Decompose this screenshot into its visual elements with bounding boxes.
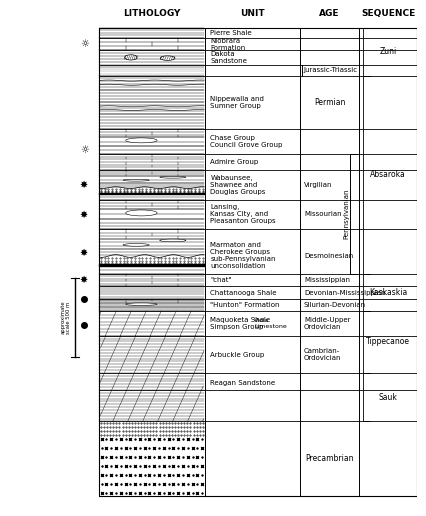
Text: Silurian-Devonian: Silurian-Devonian xyxy=(304,302,366,308)
Text: Admire Group: Admire Group xyxy=(210,159,259,165)
Text: ✸: ✸ xyxy=(80,180,88,190)
Bar xyxy=(100,50,204,65)
Text: ✸: ✸ xyxy=(80,248,88,258)
Bar xyxy=(100,102,204,115)
Bar xyxy=(100,286,204,299)
Ellipse shape xyxy=(160,176,186,178)
Text: Reagan Sandstone: Reagan Sandstone xyxy=(210,380,276,386)
Bar xyxy=(99,28,417,496)
Ellipse shape xyxy=(126,210,157,216)
Text: Devonian-Mississippian: Devonian-Mississippian xyxy=(304,289,386,296)
Bar xyxy=(100,274,204,286)
Text: Viola
Limestone: Viola Limestone xyxy=(254,318,287,329)
Ellipse shape xyxy=(125,55,137,60)
Text: ✸: ✸ xyxy=(80,209,88,219)
Bar xyxy=(100,28,204,38)
Text: AGE: AGE xyxy=(320,9,340,18)
Text: Missourian: Missourian xyxy=(304,212,342,217)
Bar xyxy=(100,154,204,170)
Text: Marmaton and
Cherokee Groups
sub-Pennsylvanian
unconsolidation: Marmaton and Cherokee Groups sub-Pennsyl… xyxy=(210,242,276,269)
Ellipse shape xyxy=(160,56,175,60)
Bar xyxy=(100,129,204,154)
Text: ☼: ☼ xyxy=(80,144,89,154)
Text: Wabaunsee,
Shawnee and
Douglas Groups: Wabaunsee, Shawnee and Douglas Groups xyxy=(210,175,266,195)
Bar xyxy=(100,90,204,102)
Text: ✸: ✸ xyxy=(80,276,88,285)
Bar xyxy=(100,115,204,129)
Text: Desmoinesian: Desmoinesian xyxy=(304,252,353,259)
Text: "Hunton" Formation: "Hunton" Formation xyxy=(210,302,280,308)
Text: UNIT: UNIT xyxy=(240,9,265,18)
Text: Cambrian-
Ordovician: Cambrian- Ordovician xyxy=(304,348,341,361)
Bar xyxy=(100,299,204,311)
Text: Pierre Shale: Pierre Shale xyxy=(210,29,252,36)
Text: Arbuckle Group: Arbuckle Group xyxy=(210,351,265,358)
Ellipse shape xyxy=(126,303,157,305)
Bar xyxy=(100,65,204,76)
Text: Tippecanoe: Tippecanoe xyxy=(366,337,410,346)
Text: Sauk: Sauk xyxy=(379,393,397,401)
Text: Chase Group
Council Grove Group: Chase Group Council Grove Group xyxy=(210,135,283,148)
Text: Precambrian: Precambrian xyxy=(305,454,354,463)
Text: Dakota
Sandstone: Dakota Sandstone xyxy=(210,52,248,64)
Text: Nippewalla and
Sumner Group: Nippewalla and Sumner Group xyxy=(210,96,265,109)
Text: Kaskaskia: Kaskaskia xyxy=(369,288,407,297)
Text: LITHOLOGY: LITHOLOGY xyxy=(123,9,181,18)
Text: Virgilian: Virgilian xyxy=(304,182,332,188)
Text: approximate
scale 500 m: approximate scale 500 m xyxy=(60,301,71,334)
Bar xyxy=(100,229,204,274)
Text: "chat": "chat" xyxy=(210,277,232,283)
Text: Jurassic-Triassic: Jurassic-Triassic xyxy=(304,67,358,73)
Text: Mississippian: Mississippian xyxy=(304,277,350,283)
Bar xyxy=(100,38,204,50)
Ellipse shape xyxy=(160,239,186,242)
Text: Permian: Permian xyxy=(314,98,345,107)
Text: Lansing,
Kansas City, and
Pleasanton Groups: Lansing, Kansas City, and Pleasanton Gro… xyxy=(210,204,276,224)
Bar xyxy=(100,336,204,422)
Ellipse shape xyxy=(123,180,149,181)
Bar xyxy=(100,200,204,229)
Text: Pennsylvanian: Pennsylvanian xyxy=(344,189,350,239)
Text: Absaroka: Absaroka xyxy=(370,170,406,179)
Bar xyxy=(100,311,204,336)
Text: SEQUENCE: SEQUENCE xyxy=(361,9,415,18)
Text: Middle-Upper
Ordovician: Middle-Upper Ordovician xyxy=(304,317,351,330)
Text: ☼: ☼ xyxy=(80,39,89,49)
Text: Zuni: Zuni xyxy=(380,47,397,56)
Bar xyxy=(100,437,204,496)
Text: Niobrara
Formation: Niobrara Formation xyxy=(210,38,246,51)
Text: Chattanooga Shale: Chattanooga Shale xyxy=(210,289,277,296)
Bar xyxy=(100,76,204,90)
Ellipse shape xyxy=(123,244,149,246)
Bar xyxy=(100,170,204,200)
Text: Maquoketa Shale
Simpson Group: Maquoketa Shale Simpson Group xyxy=(210,317,271,330)
Bar xyxy=(100,422,204,437)
Ellipse shape xyxy=(126,138,157,143)
